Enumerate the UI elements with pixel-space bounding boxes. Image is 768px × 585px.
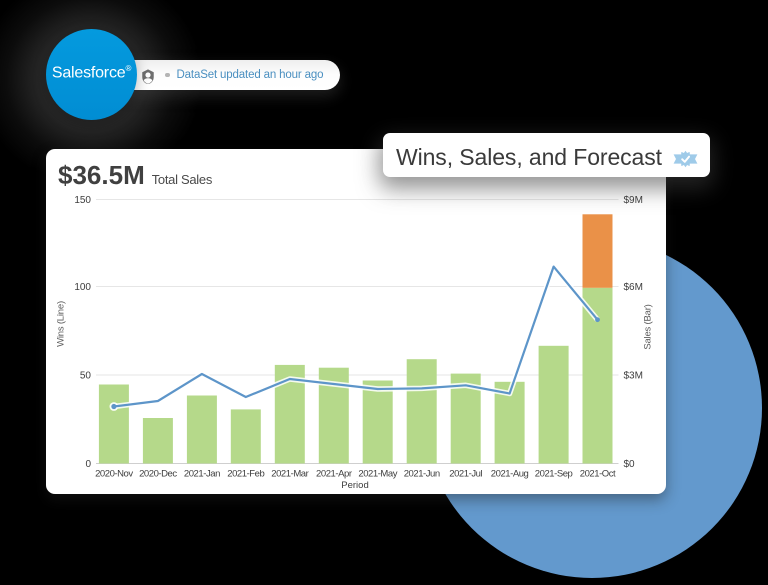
svg-text:2021-Aug: 2021-Aug <box>491 469 529 480</box>
svg-text:2021-Sep: 2021-Sep <box>535 469 573 480</box>
svg-text:0: 0 <box>85 459 91 470</box>
svg-text:2021-Jun: 2021-Jun <box>404 469 440 480</box>
svg-text:150: 150 <box>74 195 91 206</box>
svg-text:Wins (Line): Wins (Line) <box>56 301 67 347</box>
svg-text:Sales (Bar): Sales (Bar) <box>643 304 654 349</box>
svg-text:50: 50 <box>80 371 92 382</box>
svg-text:2021-Oct: 2021-Oct <box>580 469 616 480</box>
svg-text:100: 100 <box>74 282 91 293</box>
svg-text:Period: Period <box>341 480 368 491</box>
svg-text:2020-Nov: 2020-Nov <box>95 469 133 480</box>
svg-text:$0: $0 <box>624 459 636 470</box>
svg-text:2021-Mar: 2021-Mar <box>271 469 308 480</box>
svg-text:2021-Jul: 2021-Jul <box>449 469 482 480</box>
svg-text:$6M: $6M <box>624 282 643 293</box>
svg-text:2021-Feb: 2021-Feb <box>227 469 264 480</box>
svg-text:2020-Dec: 2020-Dec <box>139 469 177 480</box>
svg-text:2021-May: 2021-May <box>358 469 397 480</box>
svg-text:$3M: $3M <box>624 371 643 382</box>
svg-text:2021-Jan: 2021-Jan <box>184 469 220 480</box>
svg-text:2021-Apr: 2021-Apr <box>316 469 352 480</box>
svg-text:$9M: $9M <box>624 195 643 206</box>
